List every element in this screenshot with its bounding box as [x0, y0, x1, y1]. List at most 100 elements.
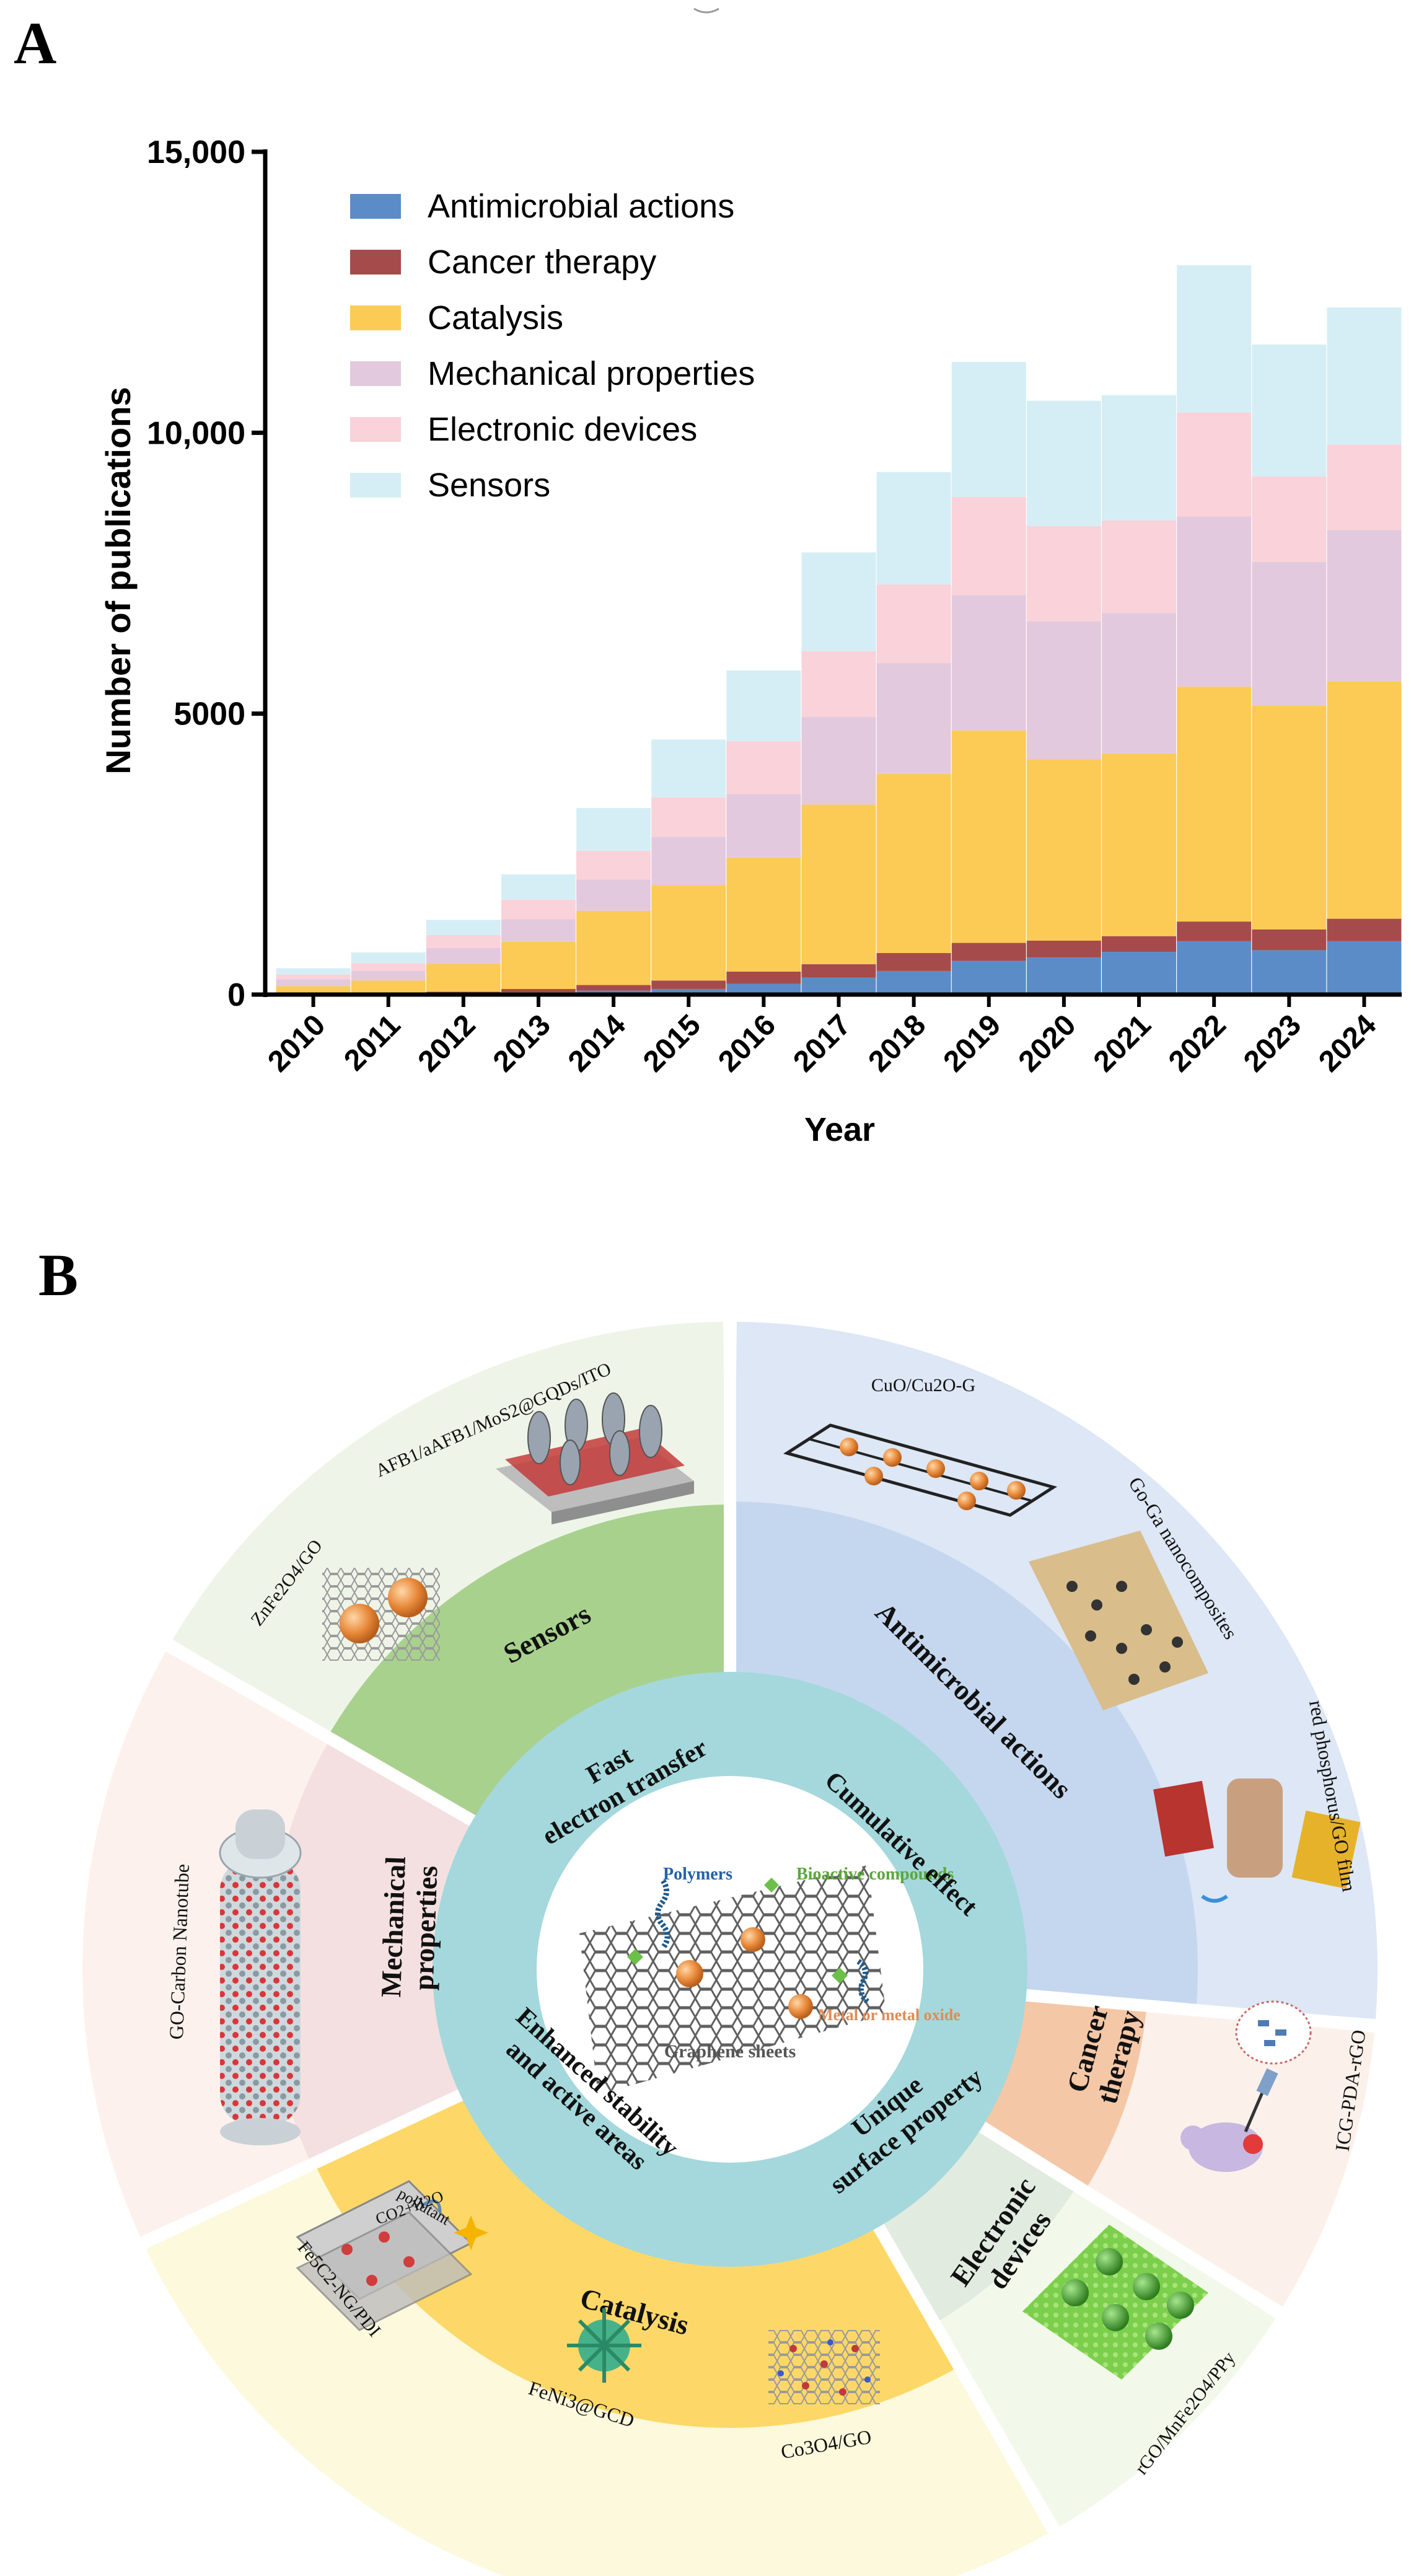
x-tick-label: 2024	[1312, 1008, 1382, 1078]
mechanical-properties-label: Mechanicalproperties	[375, 1856, 444, 1999]
electronic-devices-inner-segment	[878, 2126, 1075, 2322]
x-tick-label: 2011	[338, 1008, 407, 1077]
bar-electronic-devices-2024	[1327, 444, 1402, 530]
feco-catalysis-illustration	[296, 2180, 488, 2331]
graphene-sheet-illustration	[579, 1865, 886, 2095]
znfe2o4-illustration	[322, 1568, 440, 1661]
bar-sensors-2012	[426, 920, 501, 935]
x-tick-label: 2018	[862, 1008, 932, 1078]
bar-antimicrobial-actions-2023	[1252, 950, 1327, 995]
bar-cancer-therapy-2020	[1026, 940, 1101, 958]
legend-swatch	[350, 473, 401, 498]
x-tick-label: 2019	[938, 1008, 1008, 1078]
bar-sensors-2020	[1026, 400, 1101, 526]
bar-sensors-2024	[1327, 307, 1402, 445]
bar-cancer-therapy-2024	[1327, 918, 1402, 941]
metal-label: Metal or metal oxide	[818, 2006, 960, 2024]
x-tick-label: 2016	[712, 1008, 782, 1078]
legend-label: Antimicrobial actions	[428, 188, 734, 225]
bar-sensors-2014	[576, 807, 651, 851]
icg-mouse-illustration	[1180, 2000, 1312, 2172]
bar-antimicrobial-actions-2021	[1102, 952, 1177, 995]
bar-electronic-devices-2015	[651, 797, 726, 837]
bar-antimicrobial-actions-2019	[951, 961, 1026, 995]
sensors-inner-segment	[330, 1505, 727, 1821]
panel-b-label: B	[38, 1242, 78, 1308]
graphene-label: Graphene sheets	[664, 2041, 796, 2062]
x-axis-ticks: 2010 2011 2012 2013 2014 2015 2016 2017 2018 2019…	[262, 995, 1382, 1078]
bar-electronic-devices-2016	[726, 741, 801, 794]
y-tick-label: 15,000	[147, 134, 245, 170]
bar-catalysis-2019	[951, 730, 1026, 943]
bar-mechanical-properties-2016	[726, 794, 801, 858]
bar-catalysis-2016	[726, 857, 801, 972]
bar-catalysis-2014	[576, 910, 651, 985]
legend-label: Electronic devices	[428, 411, 697, 448]
bar-electronic-devices-2012	[426, 934, 501, 948]
segment-divider	[158, 1635, 481, 1829]
bar-sensors-2016	[726, 670, 801, 742]
bar-sensors-2019	[951, 362, 1026, 497]
bar-antimicrobial-actions-2018	[876, 970, 951, 995]
bar-catalysis-2020	[1026, 759, 1101, 941]
legend-swatch	[350, 250, 401, 275]
go-cnt-illustration	[219, 1809, 302, 2145]
bar-cancer-therapy-2019	[951, 943, 1026, 961]
bar-mechanical-properties-2011	[351, 970, 426, 981]
mechanical-properties-inner-segment	[268, 1743, 477, 2160]
x-tick-label: 2014	[562, 1008, 632, 1078]
bar-electronic-devices-2018	[876, 584, 951, 664]
bar-catalysis-2023	[1252, 705, 1327, 930]
chart-legend: Antimicrobial actions Cancer therapy Catal…	[350, 188, 755, 504]
bar-sensors-2022	[1177, 265, 1252, 413]
bar-sensors-2013	[501, 874, 576, 900]
polymers-label: Polymers	[663, 1865, 732, 1884]
legend-swatch	[350, 417, 401, 442]
bar-antimicrobial-actions-2015	[651, 988, 726, 995]
bar-electronic-devices-2010	[276, 974, 351, 980]
x-tick-label: 2012	[412, 1008, 482, 1078]
feni3-illustration	[567, 2308, 641, 2383]
segment-divider	[1019, 1989, 1385, 2033]
bar-cancer-therapy-2013	[501, 988, 576, 993]
x-tick-label: 2015	[637, 1008, 707, 1078]
bar-electronic-devices-2021	[1102, 520, 1177, 613]
bar-cancer-therapy-2023	[1252, 929, 1327, 951]
cancer-therapy-inner-segment	[978, 1997, 1146, 2187]
co3o4-illustration	[768, 2330, 880, 2404]
bar-mechanical-properties-2010	[276, 979, 351, 987]
afb1-sensor-illustration	[496, 1392, 694, 1524]
bar-catalysis-2013	[501, 941, 576, 989]
bar-cancer-therapy-2014	[576, 985, 651, 991]
bar-catalysis-2018	[876, 773, 951, 953]
rgo-mnfe-illustration	[1022, 2225, 1208, 2380]
bar-mechanical-properties-2018	[876, 663, 951, 774]
bar-catalysis-2011	[351, 980, 426, 994]
x-tick-label: 2017	[787, 1008, 857, 1078]
y-axis-ticks: 0 5000 10,000 15,000	[147, 134, 265, 1013]
bar-sensors-2021	[1102, 395, 1177, 521]
bar-catalysis-2017	[801, 804, 876, 965]
bar-cancer-therapy-2016	[726, 971, 801, 984]
x-tick-label: 2021	[1088, 1008, 1158, 1078]
segment-divider	[132, 2086, 469, 2253]
bar-series	[276, 265, 1402, 995]
bar-sensors-2018	[876, 472, 951, 585]
bar-antimicrobial-actions-2016	[726, 983, 801, 995]
x-tick-label: 2020	[1013, 1008, 1083, 1078]
bar-mechanical-properties-2024	[1327, 530, 1402, 682]
bar-antimicrobial-actions-2024	[1327, 941, 1402, 995]
bar-sensors-2015	[651, 739, 726, 798]
bar-cancer-therapy-2018	[876, 952, 951, 971]
bar-mechanical-properties-2021	[1102, 613, 1177, 754]
bar-mechanical-properties-2017	[801, 717, 876, 805]
bar-mechanical-properties-2014	[576, 879, 651, 911]
legend-swatch	[350, 361, 401, 386]
y-tick-label: 10,000	[147, 415, 245, 451]
bar-electronic-devices-2023	[1252, 477, 1327, 562]
x-tick-label: 2013	[487, 1008, 557, 1078]
x-tick-label: 2023	[1237, 1008, 1308, 1078]
panel-b-diagram: B Polymers Bioactive compounds Metal or …	[38, 1242, 1385, 2576]
bar-electronic-devices-2020	[1026, 525, 1101, 622]
bar-sensors-2011	[351, 952, 426, 964]
